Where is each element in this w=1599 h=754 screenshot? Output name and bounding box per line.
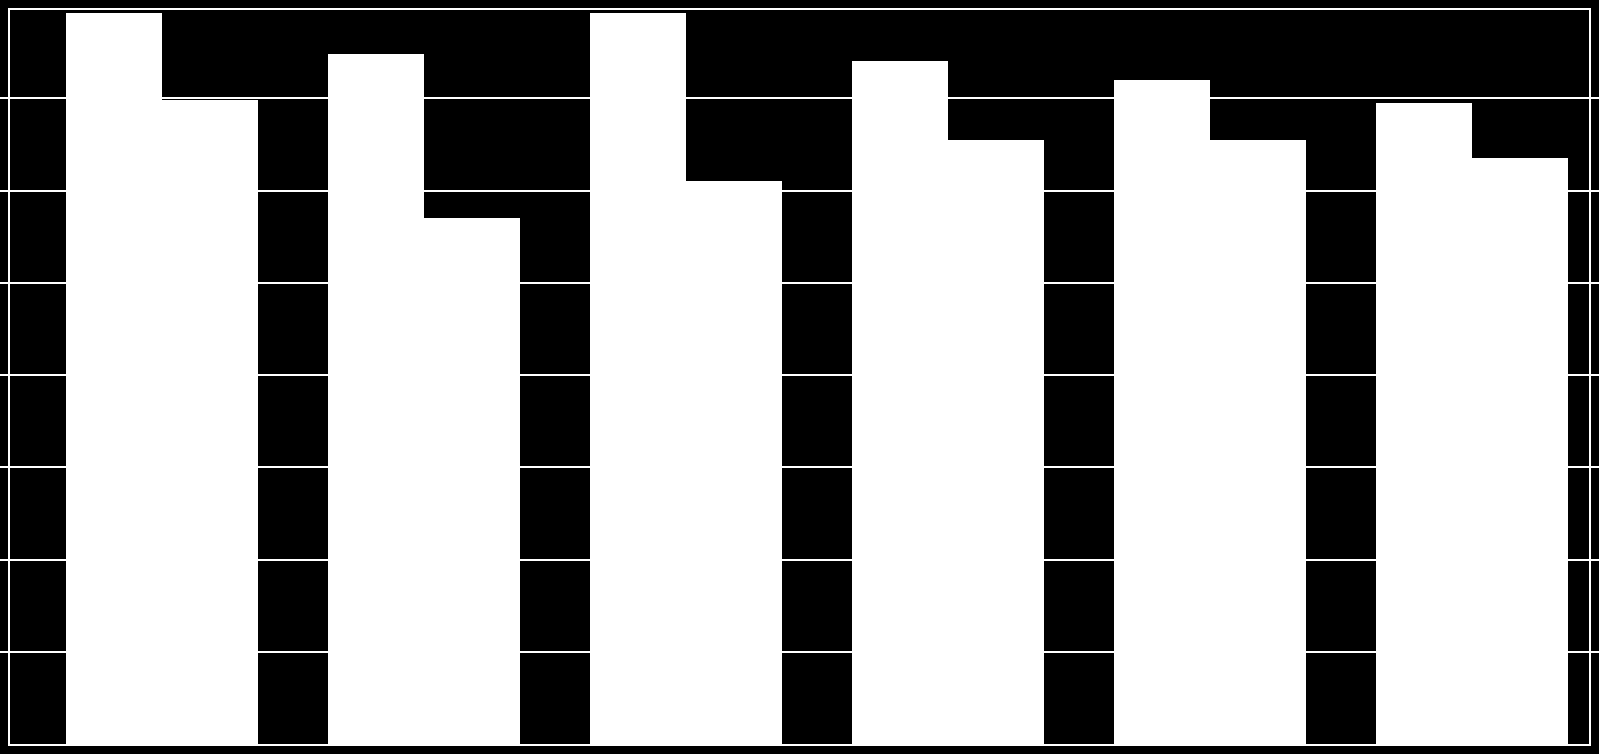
bar <box>948 140 1044 744</box>
y-tick-right <box>1589 559 1599 561</box>
bar <box>1210 140 1306 744</box>
y-tick-right <box>1589 374 1599 376</box>
bar <box>1472 158 1568 744</box>
bar <box>1114 80 1210 744</box>
bar <box>686 181 782 744</box>
y-tick-right <box>1589 190 1599 192</box>
y-tick-right <box>1589 97 1599 99</box>
y-tick-left <box>0 374 10 376</box>
plot-area <box>10 10 1589 744</box>
y-tick-left <box>0 97 10 99</box>
y-tick-left <box>0 190 10 192</box>
gridline <box>10 97 1589 99</box>
bar <box>162 100 258 744</box>
y-tick-left <box>0 651 10 653</box>
bar <box>328 54 424 744</box>
chart-frame <box>8 8 1591 746</box>
bar <box>66 13 162 744</box>
bar <box>590 13 686 744</box>
y-tick-left <box>0 559 10 561</box>
y-tick-right <box>1589 651 1599 653</box>
bar <box>1376 103 1472 744</box>
y-tick-left <box>0 466 10 468</box>
bar <box>424 218 520 744</box>
y-tick-right <box>1589 466 1599 468</box>
bar <box>852 61 948 744</box>
y-tick-left <box>0 282 10 284</box>
y-tick-right <box>1589 282 1599 284</box>
